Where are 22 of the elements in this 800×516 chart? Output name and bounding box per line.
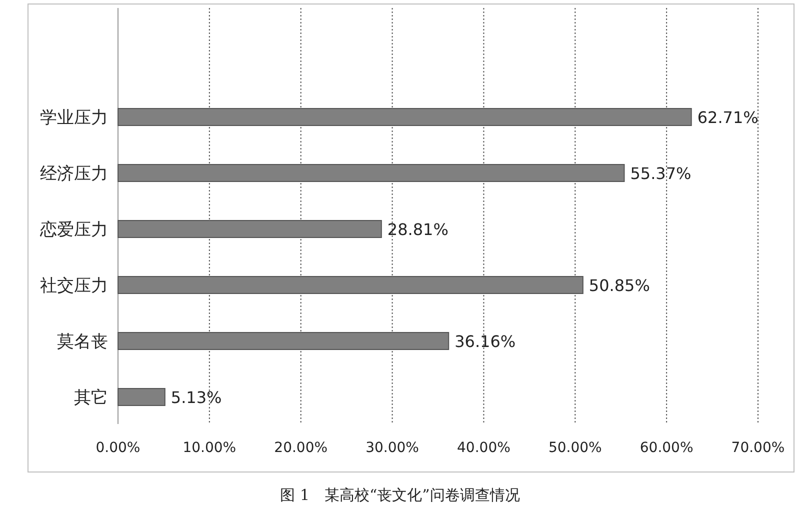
data-label: 50.85% <box>588 276 650 295</box>
data-label: 5.13% <box>170 388 222 407</box>
data-label: 36.16% <box>454 332 516 351</box>
text: 图 1 某高校“丧文化”问卷调查情况 <box>280 486 520 504</box>
y-tick-label: 恋爱压力 <box>39 220 108 240</box>
y-tick-label: 社交压力 <box>40 276 108 296</box>
x-tick-label: 50.00% <box>548 440 602 456</box>
x-tick-label: 60.00% <box>640 440 694 456</box>
data-label: 28.81% <box>387 220 448 239</box>
y-tick-label: 其它 <box>74 388 108 408</box>
y-tick-label: 莫名丧 <box>57 332 108 352</box>
x-tick-label: 0.00% <box>96 440 140 456</box>
x-tick-label: 70.00% <box>731 440 785 456</box>
bar <box>118 388 166 406</box>
x-tick-label: 20.00% <box>274 440 328 456</box>
data-label: 62.71% <box>697 108 758 127</box>
y-tick-label: 经济压力 <box>40 164 108 184</box>
x-tick-label: 40.00% <box>457 440 510 456</box>
x-tick-label: 10.00% <box>182 440 236 456</box>
data-label: 55.37% <box>630 164 692 183</box>
y-tick-label: 学业压力 <box>40 108 108 128</box>
x-tick-label: 30.00% <box>366 440 419 456</box>
